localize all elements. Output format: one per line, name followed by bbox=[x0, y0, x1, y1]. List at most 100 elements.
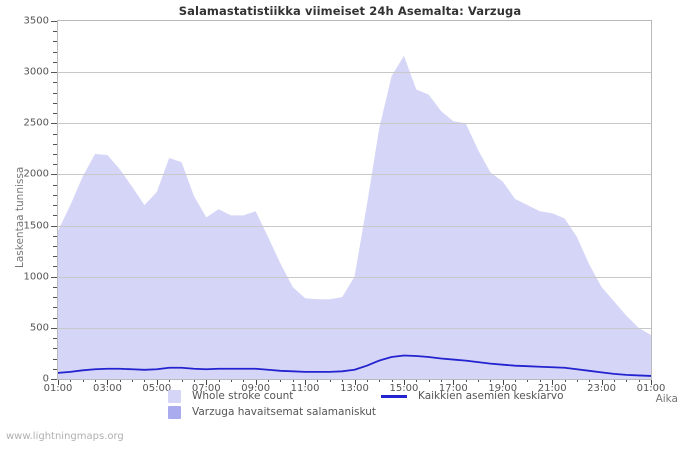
y-tick-label: 1500 bbox=[23, 220, 49, 232]
x-tick-minor bbox=[95, 379, 97, 382]
gridline bbox=[58, 225, 651, 227]
y-tick-major bbox=[51, 379, 57, 380]
gridline bbox=[58, 123, 651, 125]
x-tick-major bbox=[403, 379, 405, 385]
gridline bbox=[58, 72, 651, 74]
y-tick-minor bbox=[53, 266, 57, 268]
x-tick-major bbox=[206, 379, 208, 385]
y-tick-minor bbox=[53, 338, 57, 340]
y-tick-minor bbox=[53, 235, 57, 237]
x-tick-major bbox=[651, 379, 652, 385]
x-tick-major bbox=[601, 379, 603, 385]
y-tick-major bbox=[51, 72, 57, 74]
x-tick-minor bbox=[576, 379, 578, 382]
x-tick-minor bbox=[613, 379, 615, 382]
y-tick-minor bbox=[53, 317, 57, 319]
x-tick-minor bbox=[626, 379, 628, 382]
x-axis-label: Aika bbox=[655, 393, 678, 405]
legend-label-whole-stroke-count: Whole stroke count bbox=[192, 390, 294, 402]
y-tick-label: 3500 bbox=[23, 15, 49, 27]
plot-clip bbox=[58, 21, 651, 379]
y-tick-minor bbox=[53, 184, 57, 186]
x-tick-minor bbox=[243, 379, 245, 382]
x-tick-major bbox=[552, 379, 554, 385]
x-tick-minor bbox=[132, 379, 134, 382]
x-tick-major bbox=[255, 379, 257, 385]
x-tick-label: 19:00 bbox=[488, 383, 518, 394]
y-tick-minor bbox=[53, 215, 57, 217]
y-tick-label: 1000 bbox=[23, 271, 49, 283]
x-tick-label: 01:00 bbox=[43, 383, 73, 394]
series-canvas bbox=[58, 55, 651, 379]
x-tick-minor bbox=[329, 379, 331, 382]
legend-swatch-whole-stroke-count bbox=[168, 390, 181, 403]
y-tick-minor bbox=[53, 102, 57, 104]
y-tick-minor bbox=[53, 133, 57, 135]
x-tick-minor bbox=[416, 379, 418, 382]
y-tick-minor bbox=[53, 348, 57, 350]
y-tick-minor bbox=[53, 153, 57, 155]
legend-label-station-strokes: Varzuga havaitsemat salamaniskut bbox=[192, 406, 377, 418]
y-tick-minor bbox=[53, 286, 57, 288]
chart-title: Salamastatistiikka viimeiset 24h Asemalt… bbox=[178, 4, 522, 18]
x-tick-minor bbox=[515, 379, 517, 382]
y-tick-minor bbox=[53, 41, 57, 43]
y-tick-minor bbox=[53, 92, 57, 94]
y-tick-major bbox=[51, 21, 57, 22]
gridline bbox=[58, 327, 651, 329]
y-tick-minor bbox=[53, 246, 57, 248]
x-tick-minor bbox=[317, 379, 319, 382]
x-tick-minor bbox=[589, 379, 591, 382]
legend-swatch-station-strokes bbox=[168, 406, 181, 419]
x-tick-minor bbox=[342, 379, 344, 382]
x-tick-minor bbox=[268, 379, 270, 382]
x-tick-major bbox=[354, 379, 356, 385]
x-tick-label: 23:00 bbox=[587, 383, 616, 394]
y-tick-minor bbox=[53, 82, 57, 84]
area-whole-stroke-count bbox=[58, 55, 651, 379]
x-tick-minor bbox=[230, 379, 232, 382]
legend-label-average: Kaikkien asemien keskiarvo bbox=[418, 390, 564, 402]
y-axis-label: Laskentaa tunnissa bbox=[14, 166, 26, 268]
y-tick-minor bbox=[53, 31, 57, 33]
x-tick-minor bbox=[440, 379, 442, 382]
x-tick-minor bbox=[465, 379, 467, 382]
x-tick-label: 15:00 bbox=[389, 383, 419, 394]
x-tick-minor bbox=[391, 379, 393, 382]
x-tick-minor bbox=[82, 379, 84, 382]
y-tick-minor bbox=[53, 205, 57, 207]
y-tick-minor bbox=[53, 297, 57, 299]
y-tick-major bbox=[51, 225, 57, 227]
x-tick-label: 11:00 bbox=[290, 383, 320, 394]
legend-line-average bbox=[381, 395, 407, 398]
y-tick-label: 500 bbox=[29, 322, 49, 334]
y-tick-minor bbox=[53, 256, 57, 258]
y-tick-minor bbox=[53, 143, 57, 145]
x-tick-minor bbox=[366, 379, 368, 382]
y-tick-minor bbox=[53, 164, 57, 166]
y-tick-minor bbox=[53, 61, 57, 63]
x-tick-label: 05:00 bbox=[142, 383, 172, 394]
x-tick-label: 01:00 bbox=[636, 383, 666, 394]
x-tick-label: 17:00 bbox=[438, 383, 468, 394]
chart-legend: Whole stroke count Kaikkien asemien kesk… bbox=[0, 388, 700, 420]
y-tick-minor bbox=[53, 358, 57, 360]
y-tick-major bbox=[51, 174, 57, 176]
x-tick-major bbox=[107, 379, 109, 385]
x-tick-minor bbox=[527, 379, 529, 382]
x-tick-major bbox=[58, 379, 59, 385]
x-tick-minor bbox=[292, 379, 294, 382]
x-tick-minor bbox=[490, 379, 492, 382]
x-tick-minor bbox=[70, 379, 72, 382]
x-tick-label: 09:00 bbox=[241, 383, 271, 394]
y-tick-minor bbox=[53, 307, 57, 309]
y-tick-minor bbox=[53, 368, 57, 370]
gridline bbox=[58, 276, 651, 278]
x-tick-major bbox=[156, 379, 158, 385]
x-tick-minor bbox=[169, 379, 171, 382]
footer-credit: www.lightningmaps.org bbox=[6, 431, 124, 442]
x-tick-minor bbox=[280, 379, 282, 382]
x-tick-minor bbox=[144, 379, 146, 382]
x-tick-minor bbox=[539, 379, 541, 382]
x-tick-major bbox=[305, 379, 307, 385]
